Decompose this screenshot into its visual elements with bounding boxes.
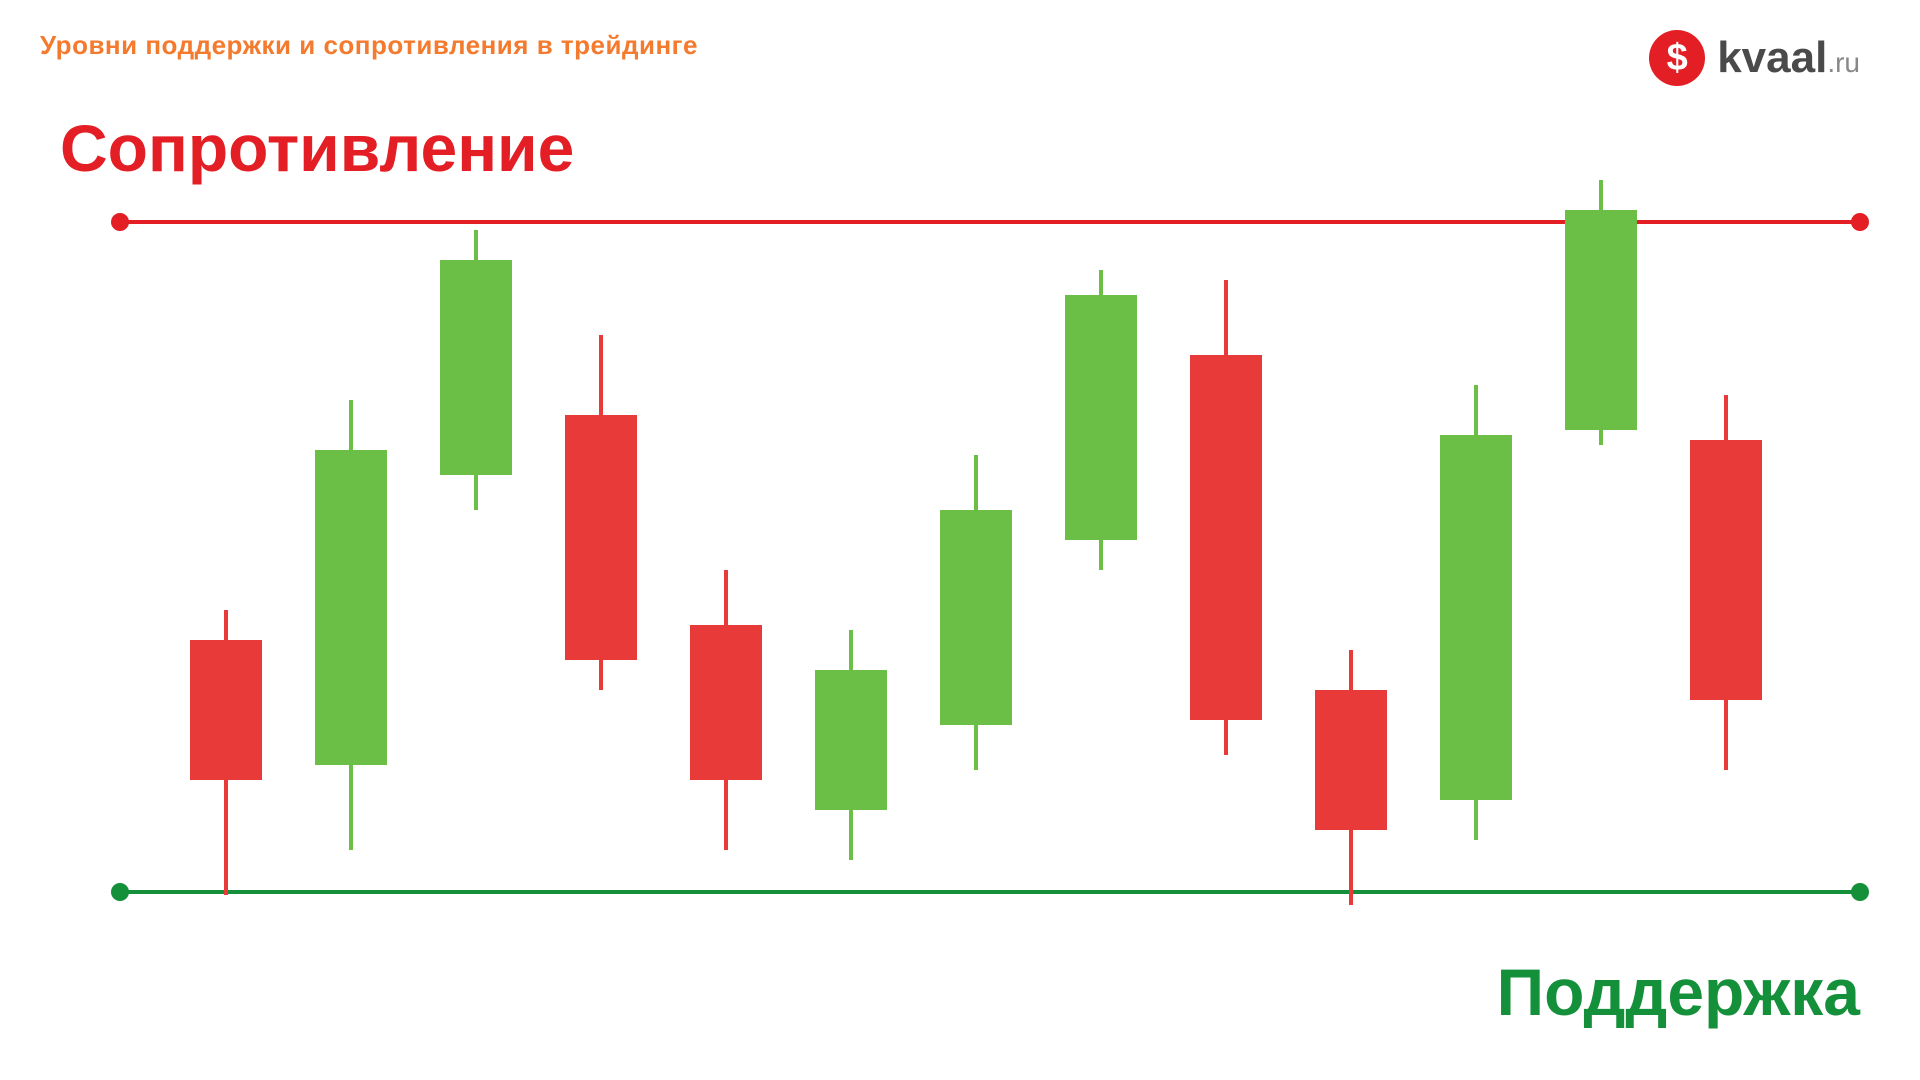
resistance-label: Сопротивление: [60, 110, 574, 186]
candle-body: [1190, 355, 1262, 720]
logo-text: kvaal.ru: [1717, 33, 1860, 83]
candle-body: [565, 415, 637, 660]
candle: [1565, 200, 1637, 910]
logo-circle-icon: $: [1649, 30, 1705, 86]
logo-name: kvaal: [1717, 33, 1827, 82]
candle: [440, 200, 512, 910]
candle-body: [440, 260, 512, 475]
candle-body: [1065, 295, 1137, 540]
candle: [690, 200, 762, 910]
candle: [1065, 200, 1137, 910]
candle: [315, 200, 387, 910]
candle: [565, 200, 637, 910]
candle-body: [1690, 440, 1762, 700]
support-label: Поддержка: [1497, 954, 1860, 1030]
candle-body: [815, 670, 887, 810]
candle: [1690, 200, 1762, 910]
candle-body: [1565, 210, 1637, 430]
candle-body: [190, 640, 262, 780]
candle-body: [940, 510, 1012, 725]
logo-suffix: .ru: [1827, 47, 1860, 78]
candle-body: [690, 625, 762, 780]
page-title: Уровни поддержки и сопротивления в трейд…: [40, 30, 698, 61]
candle-body: [315, 450, 387, 765]
candle: [1440, 200, 1512, 910]
candle: [940, 200, 1012, 910]
candle: [1315, 200, 1387, 910]
candlestick-chart: [120, 200, 1860, 910]
logo: $ kvaal.ru: [1649, 30, 1860, 86]
candle: [815, 200, 887, 910]
candle: [190, 200, 262, 910]
candle: [1190, 200, 1262, 910]
candle-body: [1315, 690, 1387, 830]
candle-body: [1440, 435, 1512, 800]
